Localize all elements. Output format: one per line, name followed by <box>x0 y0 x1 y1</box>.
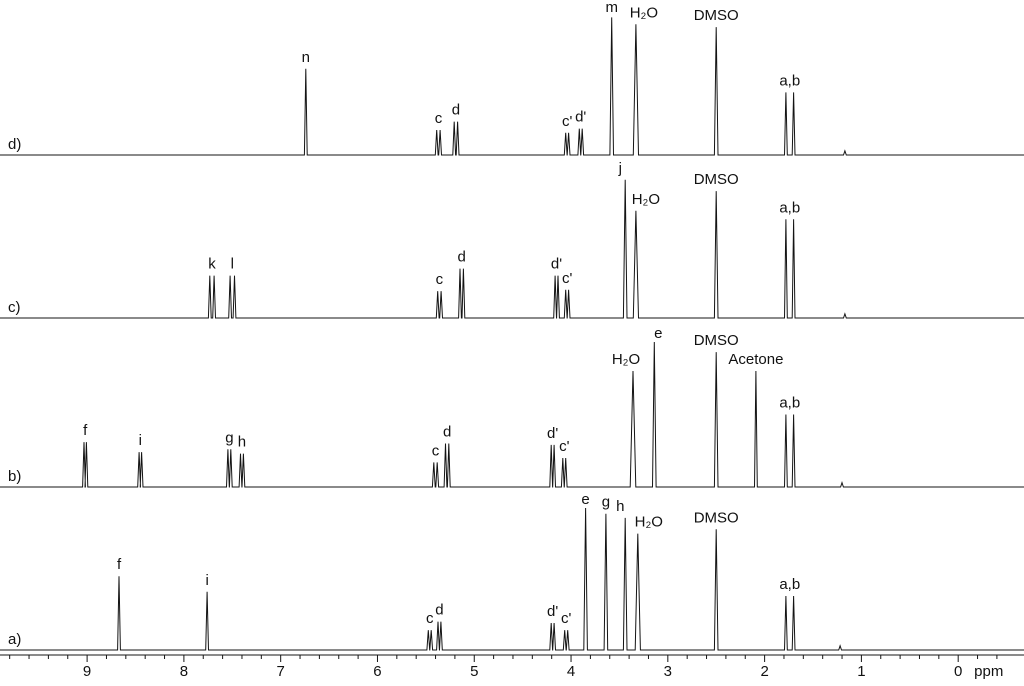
peak-label: g <box>602 494 610 511</box>
panel-label-a: a) <box>8 631 21 648</box>
peak-label: H₂O <box>632 191 660 208</box>
panel-label-c: c) <box>8 299 21 316</box>
peak-label: a,b <box>779 199 800 216</box>
peak-label: Acetone <box>728 351 783 368</box>
panel-label-b: b) <box>8 468 21 485</box>
spectrum-trace-c <box>0 179 1024 319</box>
peak-label: a,b <box>779 72 800 89</box>
peak-label: g <box>225 429 233 446</box>
peak-label: f <box>117 556 122 573</box>
peak-label: a,b <box>779 395 800 412</box>
peak-label: DMSO <box>694 171 739 188</box>
peak-label: c' <box>561 610 572 627</box>
peak-label: h <box>616 498 624 515</box>
peak-label: n <box>302 49 310 66</box>
axis-tick-label: 7 <box>277 663 285 680</box>
axis-tick-label: 6 <box>373 663 381 680</box>
peak-label: d <box>435 602 443 619</box>
peak-label: DMSO <box>694 7 739 24</box>
axis-tick-label: 0 <box>954 663 962 680</box>
peak-label: k <box>208 256 216 273</box>
peak-label: d <box>443 424 451 441</box>
peak-label: c' <box>559 438 570 455</box>
axis-tick-label: 5 <box>470 663 478 680</box>
peak-label: e <box>654 325 662 342</box>
axis-tick-label: 4 <box>567 663 575 680</box>
peak-label: m <box>605 0 618 16</box>
peak-label: d' <box>547 603 558 620</box>
peak-label: H₂O <box>635 514 663 531</box>
axis-tick-label: 9 <box>83 663 91 680</box>
peak-label: DMSO <box>694 332 739 349</box>
peak-label: d' <box>551 256 562 273</box>
peak-label: H₂O <box>612 351 640 368</box>
peak-label: e <box>581 491 589 508</box>
peak-label: c <box>435 110 443 127</box>
peak-label: j <box>618 160 622 177</box>
peak-label: l <box>231 256 234 273</box>
peak-label: c <box>432 442 440 459</box>
peak-label: d <box>457 249 465 266</box>
peak-label: d <box>452 102 460 119</box>
spectrum-trace-d <box>0 17 1024 156</box>
peak-label: h <box>238 434 246 451</box>
axis-tick-label: 1 <box>857 663 865 680</box>
peak-label: c' <box>562 270 573 287</box>
peak-label: i <box>139 432 142 449</box>
peak-label: DMSO <box>694 509 739 526</box>
peak-label: a,b <box>779 576 800 593</box>
axis-tick-label: 3 <box>664 663 672 680</box>
panel-label-d: d) <box>8 136 21 153</box>
peak-label: c <box>436 271 444 288</box>
axis-unit-label: ppm <box>974 663 1003 680</box>
peak-label: i <box>205 572 208 589</box>
axis-tick-label: 2 <box>760 663 768 680</box>
axis-tick-label: 8 <box>180 663 188 680</box>
peak-label: f <box>83 422 88 439</box>
peak-label: c' <box>562 113 573 130</box>
peak-label: c <box>426 610 434 627</box>
peak-label: d' <box>575 109 586 126</box>
spectrum-trace-b <box>0 341 1024 488</box>
peak-label: d' <box>547 425 558 442</box>
peak-label: H₂O <box>630 4 658 21</box>
spectrum-trace-a <box>0 507 1024 651</box>
